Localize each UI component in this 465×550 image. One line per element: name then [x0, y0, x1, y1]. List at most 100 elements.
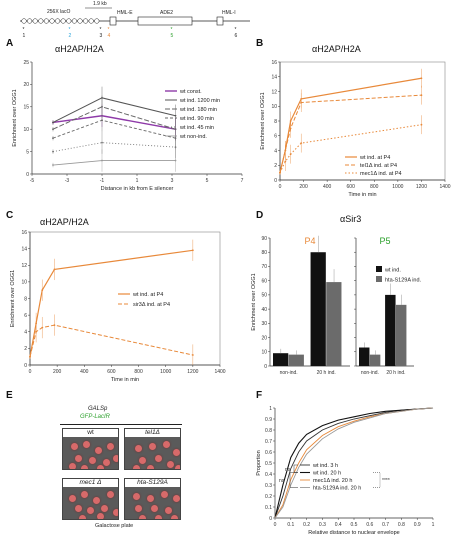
yeast-cell: [107, 443, 114, 450]
laco-repeat: [43, 18, 49, 24]
sig-label: ****: [382, 478, 390, 484]
chart-a: -5 -3 -1 1 3 5 7 0 5 10 15 20 25 Distance in kb from …: [12, 60, 244, 192]
yeast-cell: [139, 457, 146, 464]
yeast-cell: [81, 465, 88, 469]
yeast-cell: [79, 515, 86, 519]
yeast-cell: [103, 459, 110, 466]
laco-repeat: [60, 18, 66, 24]
x-tick-label: 0: [29, 369, 32, 375]
x-tick-label: 400: [323, 184, 332, 190]
laco-repeat: [71, 18, 77, 24]
legend-label: wt ind. 45 min: [179, 125, 214, 131]
micrograph-mec1: mec1 Δ: [62, 478, 119, 520]
data-point: [300, 142, 303, 145]
x-axis-label: Time in min: [111, 377, 139, 383]
category-label: 20 h ind.: [386, 370, 405, 376]
y-tick-label: 10: [261, 350, 267, 356]
x-tick-label: 0.6: [366, 522, 373, 528]
marker-star: *: [171, 27, 173, 33]
hmle-label: HML-E: [117, 10, 133, 16]
x-tick-label: 600: [347, 184, 356, 190]
laco-repeat: [55, 18, 61, 24]
cdf-line: [274, 407, 434, 519]
yeast-cell: [89, 457, 96, 464]
data-point: [420, 94, 423, 97]
data-point: [41, 326, 44, 329]
legend-label: mec1Δ ind. at P4: [360, 171, 402, 177]
x-tick-label: -3: [65, 178, 70, 184]
legend-label: wt ind. 90 min: [179, 116, 214, 122]
data-point: [174, 114, 177, 117]
scale-label: 1.9 kb: [93, 1, 107, 7]
legend-label: sir3Δ ind. at P4: [133, 302, 170, 308]
yeast-cell: [161, 491, 168, 498]
group-label: P4: [304, 236, 315, 246]
marker-number: 6: [235, 33, 238, 39]
data-point: [289, 127, 292, 130]
chart-f: 0 0.1 0.2 0.3 0.4 0.5 0.6 0.7 0.8 0.9 1 0 0.1 0.2 0.3 0…: [256, 406, 435, 536]
data-point: [101, 141, 103, 144]
micrograph-label-tel1: tel1Δ: [125, 429, 180, 437]
marker-number: 5: [171, 33, 174, 39]
group-label: P5: [379, 236, 390, 246]
yeast-cell: [147, 465, 154, 469]
y-tick-label: 12: [21, 263, 27, 269]
yeast-cell: [155, 455, 162, 462]
y-axis-label: Enrichment over OGG1: [12, 89, 18, 146]
y-tick-label: 50: [261, 293, 267, 299]
x-axis-label: Time in min: [348, 192, 376, 198]
y-tick-label: 4: [274, 148, 277, 154]
x-tick-label: 0.8: [398, 522, 405, 528]
marker-star: *: [100, 27, 102, 33]
y-tick-label: 15: [23, 105, 29, 111]
locus-diagram: 256X lacO 1.9 kb HML-E ADE2 HML-I *1*2*3…: [20, 1, 250, 39]
y-tick-label: 5: [26, 149, 29, 155]
x-tick-label: 0.1: [287, 522, 294, 528]
x-tick-label: -5: [30, 178, 35, 184]
legend-label: mec1Δ ind. 20 h: [313, 478, 352, 484]
legend-label: wt ind. at P4: [132, 292, 163, 298]
y-axis-label: Proportion: [256, 450, 262, 475]
yeast-cell: [135, 445, 142, 452]
yeast-cell: [133, 493, 140, 500]
data-point: [174, 159, 177, 162]
y-tick-label: 6: [274, 134, 277, 140]
y-tick-label: 14: [271, 75, 277, 81]
series-line: [52, 115, 176, 130]
marker-star: *: [69, 27, 71, 33]
y-tick-label: 0.3: [265, 483, 272, 489]
hmli-box: [216, 16, 224, 26]
yeast-cell: [167, 461, 174, 468]
panel-e-header1: GALSp: [88, 406, 108, 412]
y-tick-label: 4: [24, 330, 27, 336]
data-point: [284, 160, 287, 163]
y-tick-label: 0: [264, 364, 267, 370]
data-point: [300, 101, 303, 104]
micrograph-label-hta: hta-S129A: [125, 479, 180, 487]
data-point: [101, 105, 103, 108]
yeast-cell: [75, 455, 82, 462]
ade2-label: ADE2: [160, 10, 173, 16]
marker-star: *: [108, 27, 110, 33]
y-tick-label: 6: [24, 313, 27, 319]
panel-d-title: αSir3: [340, 214, 361, 224]
x-tick-label: 3: [171, 178, 174, 184]
x-tick-label: 5: [206, 178, 209, 184]
x-tick-label: 0.2: [303, 522, 310, 528]
category-label: non-ind.: [361, 370, 379, 376]
data-point: [284, 149, 287, 152]
y-tick-label: 0.4: [265, 472, 272, 478]
y-tick-label: 0.9: [265, 417, 272, 423]
cdf-line: [274, 407, 434, 519]
x-tick-label: 0.5: [351, 522, 358, 528]
yeast-cell: [175, 465, 180, 469]
x-tick-label: 1200: [187, 369, 198, 375]
y-tick-label: 0.8: [265, 428, 272, 434]
data-point: [101, 119, 103, 122]
legend-label: tel1Δ ind. at P4: [360, 163, 397, 169]
y-tick-label: 30: [261, 321, 267, 327]
data-point: [29, 355, 31, 358]
data-point: [52, 164, 54, 166]
legend-swatch: [376, 276, 382, 282]
laco-repeat: [77, 18, 83, 24]
